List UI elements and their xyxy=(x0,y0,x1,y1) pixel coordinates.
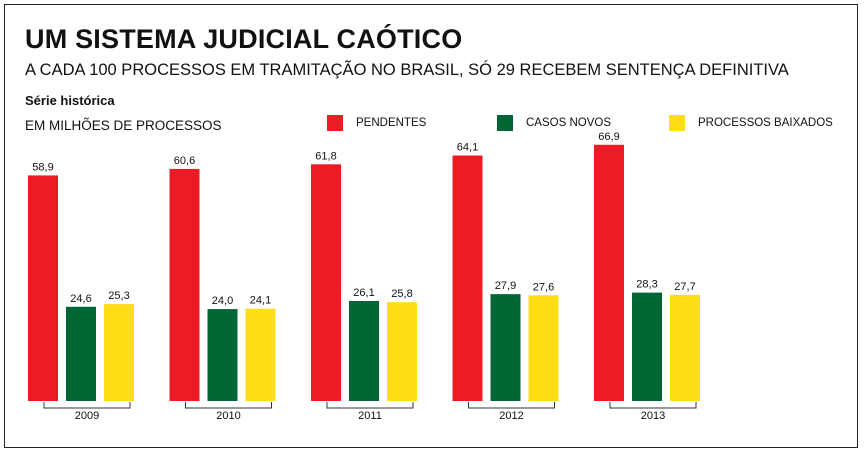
bar-casos-novos-2012 xyxy=(490,294,521,401)
x-tick-label-2013: 2013 xyxy=(641,410,665,422)
data-label-processos-baixados-2012: 27,6 xyxy=(533,281,554,293)
bar-processos-baixados-2009 xyxy=(104,304,134,401)
bar-pendentes-2011 xyxy=(311,164,341,401)
data-label-casos-novos-2009: 24,6 xyxy=(70,293,91,305)
data-label-casos-novos-2012: 27,9 xyxy=(495,280,516,292)
chart-frame xyxy=(4,4,858,448)
bar-casos-novos-2009 xyxy=(66,306,96,401)
year-bracket-2013 xyxy=(609,402,697,409)
data-label-pendentes-2009: 58,9 xyxy=(32,161,53,173)
series-label: Série histórica xyxy=(25,93,115,108)
legend-swatch-pendentes xyxy=(327,115,343,131)
data-label-pendentes-2010: 60,6 xyxy=(174,155,195,167)
bar-processos-baixados-2011 xyxy=(387,302,417,401)
legend-item-processos-baixados: PROCESSOS BAIXADOS xyxy=(669,115,833,131)
legend-item-pendentes: PENDENTES xyxy=(327,115,426,131)
data-label-pendentes-2013: 66,9 xyxy=(598,131,619,143)
unit-label: EM MILHÕES DE PROCESSOS xyxy=(25,118,222,133)
x-tick-label-2011: 2011 xyxy=(358,410,382,422)
data-label-casos-novos-2011: 26,1 xyxy=(353,287,374,299)
legend-label-processos-baixados: PROCESSOS BAIXADOS xyxy=(698,117,833,129)
year-bracket-2012 xyxy=(468,402,555,409)
data-label-casos-novos-2013: 28,3 xyxy=(636,279,657,291)
data-label-casos-novos-2010: 24,0 xyxy=(212,295,233,307)
legend-label-casos-novos: CASOS NOVOS xyxy=(526,117,611,129)
bar-casos-novos-2010 xyxy=(207,309,238,401)
data-label-processos-baixados-2010: 24,1 xyxy=(250,295,271,307)
legend-item-casos-novos: CASOS NOVOS xyxy=(497,115,611,131)
data-label-processos-baixados-2011: 25,8 xyxy=(391,288,412,300)
year-bracket-2010 xyxy=(185,402,272,409)
bar-casos-novos-2013 xyxy=(632,292,662,401)
data-label-pendentes-2012: 64,1 xyxy=(457,141,478,153)
bar-processos-baixados-2012 xyxy=(528,295,559,401)
x-tick-label-2009: 2009 xyxy=(75,410,99,422)
legend-swatch-casos-novos xyxy=(497,115,513,131)
chart-title: UM SISTEMA JUDICIAL CAÓTICO xyxy=(25,24,463,54)
bar-processos-baixados-2010 xyxy=(245,308,276,401)
bar-pendentes-2010 xyxy=(169,168,200,401)
chart-subtitle: A CADA 100 PROCESSOS EM TRAMITAÇÃO NO BR… xyxy=(25,61,789,79)
legend-label-pendentes: PENDENTES xyxy=(356,117,427,129)
x-tick-label-2012: 2012 xyxy=(499,410,523,422)
legend-swatch-processos-baixados xyxy=(669,115,685,131)
bar-pendentes-2009 xyxy=(28,175,58,401)
data-label-processos-baixados-2009: 25,3 xyxy=(108,290,129,302)
bar-casos-novos-2011 xyxy=(349,301,379,401)
data-label-pendentes-2011: 61,8 xyxy=(315,150,336,162)
bar-processos-baixados-2013 xyxy=(670,294,700,401)
year-bracket-2009 xyxy=(43,402,131,409)
data-label-processos-baixados-2013: 27,7 xyxy=(674,281,695,293)
x-tick-label-2010: 2010 xyxy=(216,410,240,422)
bar-pendentes-2012 xyxy=(452,155,483,401)
year-bracket-2011 xyxy=(326,402,414,409)
bar-pendentes-2013 xyxy=(594,144,624,401)
